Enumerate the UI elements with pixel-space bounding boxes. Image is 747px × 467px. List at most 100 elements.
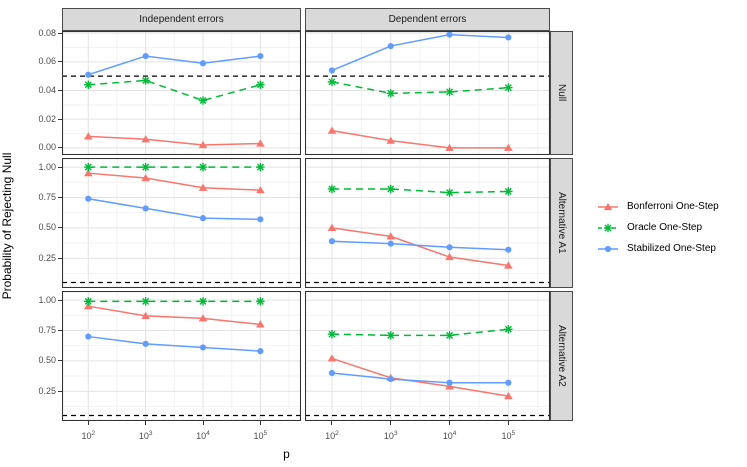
facet-column-label: Dependent errors [388,14,467,25]
panel-plot [304,30,551,156]
asterisk-marker [84,80,93,89]
series-line [331,81,509,95]
series-line [331,328,509,337]
series-line [331,372,509,384]
triangle-marker [83,302,93,310]
facet-row-strip: Alternative A1 [550,158,573,288]
series-line [88,55,261,76]
panel-plot [61,290,302,422]
triangle-marker [504,143,513,151]
triangle-marker [141,173,150,182]
panel-alternative-a2-dependent-errors [304,290,551,422]
legend-key [598,223,618,232]
triangle-marker [256,320,265,328]
asterisk-marker [327,184,337,194]
circle-marker [199,344,207,351]
circle-marker [505,34,512,41]
circle-marker [387,375,394,383]
circle-marker [142,52,149,60]
asterisk-marker [504,83,513,92]
circle-marker [387,240,394,247]
circle-marker [446,244,453,251]
triangle-marker [198,140,208,149]
asterisk-marker [141,297,150,306]
asterisk-marker [198,162,208,172]
y-tick-label: 1.00 [38,161,56,172]
y-tick-label: 0.50 [38,355,56,366]
legend: Bonferroni One-Step Oracle One-Step Stabil… [597,196,747,259]
y-tick-label: 0.02 [38,113,56,124]
y-tick-mark [58,299,62,301]
asterisk-marker [256,162,265,172]
asterisk-marker [327,77,337,87]
circle-marker [328,238,336,245]
series-line [331,240,509,251]
y-tick-label: 0.75 [38,324,56,335]
triangle-marker [327,354,337,362]
x-tick-label: 104 [196,430,210,441]
x-tick-mark [331,421,333,425]
y-tick-label: 0.25 [38,385,56,396]
circle-marker [328,67,336,74]
asterisk-marker [386,331,395,340]
y-tick-label: 0.75 [38,191,56,202]
y-tick-mark [58,166,62,168]
circle-marker [199,215,207,222]
asterisk-marker [386,89,395,98]
circle-marker [85,195,92,202]
y-tick-label: 0.25 [38,252,56,263]
x-tick-label: 103 [138,430,153,441]
series-line [88,197,261,221]
legend-label: Oracle One-Step [627,222,703,233]
y-tick-label: 0.50 [38,222,56,233]
x-tick-label: 104 [442,430,457,441]
asterisk-marker [84,297,93,306]
facet-column-label: Independent errors [139,14,224,25]
x-tick-mark [259,421,261,425]
x-tick-label: 105 [253,430,268,441]
series-line [88,135,261,146]
facet-row-strip: Null [550,31,573,155]
y-tick-label: 0.04 [38,84,56,95]
y-tick-label: 0.08 [38,27,56,38]
panel-plot [61,157,302,289]
asterisk-marker [445,331,454,340]
triangle-marker [445,143,454,151]
triangle-marker [198,183,208,191]
circle-marker [505,379,512,386]
circle-marker [604,245,612,252]
x-tick-mark [202,421,204,425]
asterisk-marker [603,223,613,232]
triangle-marker [445,382,454,390]
triangle-marker [198,314,208,322]
asterisk-marker [327,329,337,339]
triangle-marker [386,136,396,144]
facet-row-strip: Alternative A2 [550,291,573,421]
legend-label: Stabilized One-Step [627,243,716,254]
triangle-marker [141,311,150,320]
triangle-marker [256,139,265,147]
x-tick-mark [507,421,509,425]
facet-row-label: Null [556,84,567,102]
panel-alternative-a1-dependent-errors [304,157,551,289]
legend-key [598,245,618,252]
y-tick-mark [58,89,62,91]
asterisk-marker [256,297,265,306]
triangle-marker [504,391,513,400]
circle-marker [328,369,336,377]
circle-marker [446,31,453,38]
series-line [331,227,509,267]
asterisk-marker [141,76,150,85]
series-line [331,357,509,397]
asterisk-marker [256,80,265,89]
asterisk-marker [198,96,208,105]
y-tick-mark [58,147,62,149]
x-tick-label: 103 [383,430,398,441]
y-tick-label: 0.06 [38,56,56,67]
x-tick-mark [390,421,392,425]
series-line [88,335,261,352]
x-tick-mark [87,421,89,425]
panel-plot [304,157,551,289]
series-line [88,305,261,326]
